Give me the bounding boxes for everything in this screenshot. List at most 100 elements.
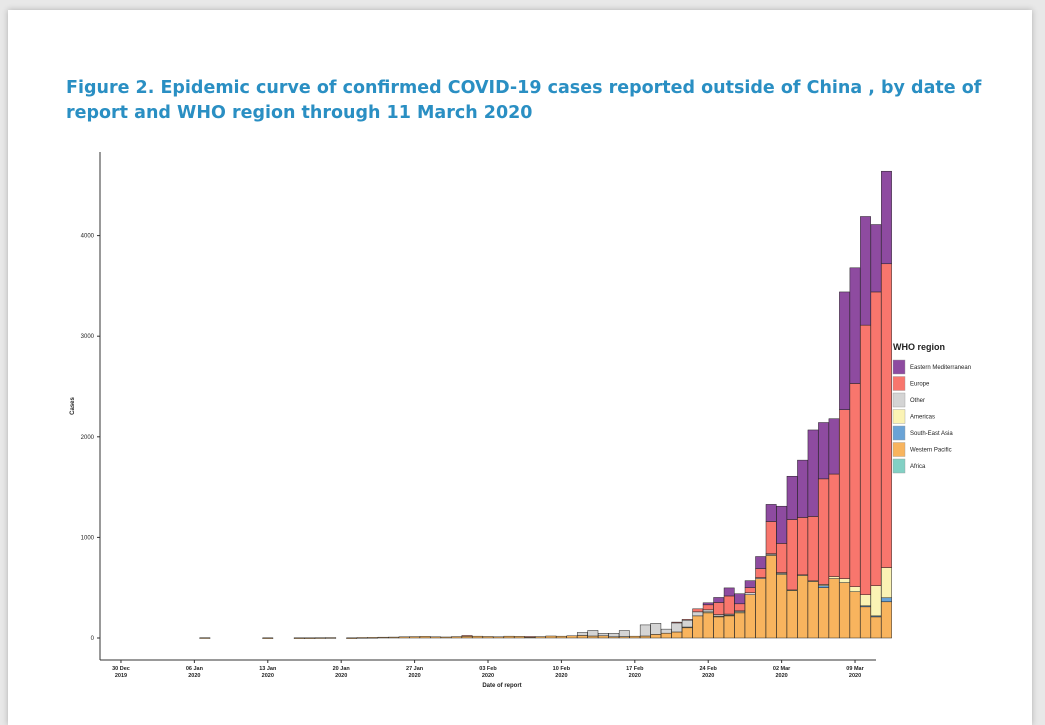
bar-segment (681, 627, 693, 639)
bar-segment (849, 383, 861, 587)
figure-title: Figure 2. Epidemic curve of confirmed CO… (66, 78, 982, 123)
bar-segment (755, 578, 767, 639)
bar-segment (807, 581, 819, 639)
bar-segment (870, 224, 882, 293)
x-tick-label: 27 Jan (406, 666, 424, 672)
bar-segment (839, 409, 850, 579)
bar-segment (702, 609, 714, 613)
bar-segment (881, 263, 892, 568)
bar-segment (430, 636, 441, 639)
bar-segment (262, 637, 274, 639)
bar-segment (702, 602, 714, 606)
bar-segment (514, 636, 525, 639)
bar-segment (409, 636, 420, 639)
bar-segment (786, 590, 798, 639)
legend-label: Europe (910, 382, 930, 388)
bar-segment (860, 216, 871, 326)
bar-segment (618, 630, 630, 637)
document-page: Figure 2. Epidemic curve of confirmed CO… (8, 10, 1032, 725)
bar-segment (765, 504, 777, 522)
bar-segment (692, 608, 704, 613)
bar-segment (419, 636, 431, 639)
legend-label: Western Pacific (910, 448, 952, 454)
bar-segment (314, 637, 326, 639)
bar-segment (545, 635, 557, 639)
bar-segment (786, 475, 798, 520)
bar-segment (870, 585, 882, 617)
bar-segment (692, 615, 704, 639)
bar-segment (660, 632, 672, 639)
x-tick-label: 03 Feb (479, 666, 497, 672)
bar-segment (734, 593, 746, 605)
bar-segment (304, 637, 316, 639)
x-axis-title: Date of report (482, 683, 521, 689)
bar-segment (325, 637, 337, 639)
bar-segment (472, 635, 483, 639)
bar-segment (723, 587, 735, 597)
x-tick-label: 24 Feb (699, 666, 717, 672)
y-tick-label: 3000 (81, 334, 95, 340)
x-tick-label: 13 Jan (259, 666, 277, 672)
bar-segment (744, 580, 756, 588)
legend-title: WHO region (893, 342, 945, 352)
bar-segment (293, 637, 305, 639)
bar-segment (713, 597, 725, 603)
x-tick-label: 10 Feb (553, 666, 571, 672)
bar-segment (828, 576, 840, 579)
x-tick-label: 09 Mar (846, 666, 864, 672)
y-tick-label: 4000 (81, 234, 95, 240)
bar-segment (881, 601, 892, 639)
bar-segment (587, 630, 599, 637)
bar-segment (597, 635, 609, 639)
x-tick-year-label: 2020 (702, 673, 714, 679)
x-tick-label: 17 Feb (626, 666, 644, 672)
bar-segment (671, 621, 683, 624)
legend-swatch (892, 376, 906, 391)
legend-swatch (892, 442, 906, 457)
bar-segment (671, 631, 683, 639)
y-tick-label: 1000 (81, 535, 95, 541)
bar-segment (702, 604, 714, 611)
bar-segment (576, 635, 588, 639)
bar-segment (367, 637, 379, 639)
bar-segment (356, 637, 368, 639)
bar-segment (535, 636, 546, 639)
chart-legend: WHO region Eastern Mediterranean Europe Oth… (892, 342, 971, 474)
bar-segment (776, 505, 788, 544)
bar-segment (482, 636, 494, 639)
bar-segment (744, 594, 756, 639)
bar-segment (734, 612, 746, 639)
bar-segment (556, 635, 567, 639)
legend-swatch (892, 458, 906, 474)
bar-segment (807, 429, 819, 517)
bar-segment (744, 592, 756, 595)
bar-segment (199, 637, 211, 639)
bar-segment (639, 624, 651, 637)
bar-segment (723, 595, 735, 615)
bar-segment (566, 635, 578, 639)
x-tick-year-label: 2020 (408, 673, 420, 679)
x-tick-year-label: 2019 (115, 673, 127, 679)
bar-segment (650, 623, 662, 635)
legend-swatch (892, 425, 906, 441)
bar-segment (870, 291, 882, 586)
bar-segment (797, 575, 808, 639)
x-tick-year-label: 2020 (629, 673, 641, 679)
x-tick-year-label: 2020 (775, 673, 787, 679)
bar-segment (860, 606, 871, 639)
legend-label: Africa (910, 464, 926, 470)
bar-segment (671, 622, 683, 633)
bar-segment (755, 556, 767, 569)
legend-label: Other (910, 398, 925, 404)
x-tick-label: 02 Mar (773, 666, 791, 672)
bar-segment (849, 586, 861, 592)
bar-segment (346, 637, 358, 639)
bar-segment (797, 459, 808, 518)
bar-segment (818, 422, 829, 480)
bar-segment (881, 170, 892, 265)
bar-segment (524, 636, 536, 638)
bar-segment (734, 603, 746, 612)
bar-segment (713, 616, 725, 639)
